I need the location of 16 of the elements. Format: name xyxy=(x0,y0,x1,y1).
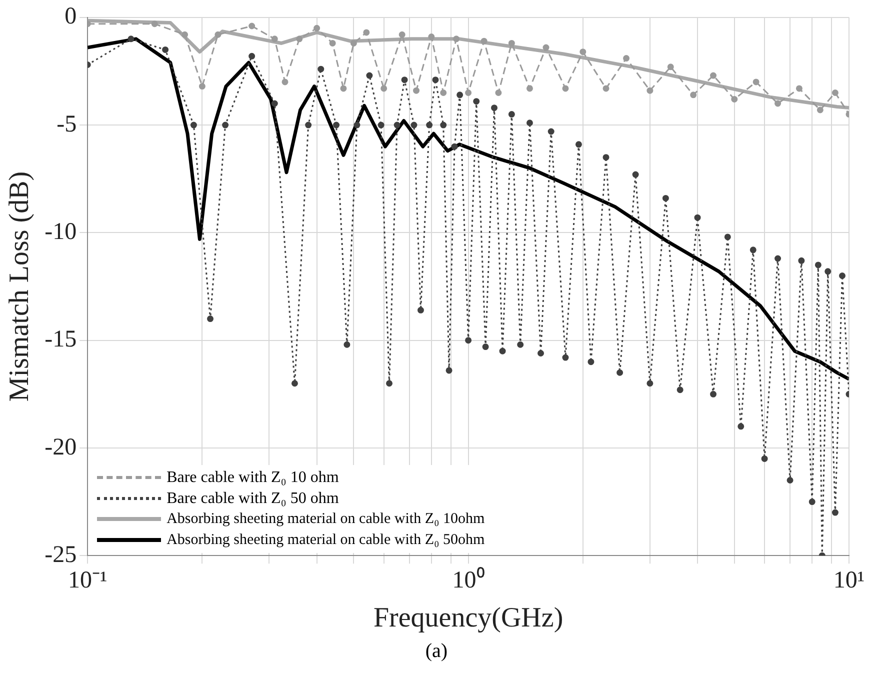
legend-label: Absorbing sheeting material on cable with Z₀ 50ohm xyxy=(166,530,485,550)
y-tick-label: -15 xyxy=(44,326,77,353)
legend-label: Bare cable with Z₀ 10 ohm xyxy=(166,468,339,488)
y-tick-label: -10 xyxy=(44,218,77,245)
x-axis-title: Frequency(GHz) xyxy=(373,602,564,634)
y-tick-label: -20 xyxy=(44,434,77,460)
text: (a) xyxy=(424,640,449,663)
y-tick-label: -5 xyxy=(56,111,77,138)
x-tick-label: 10⁻¹ xyxy=(68,567,108,594)
x-tick-label: 10⁰ xyxy=(452,566,484,594)
y-tick-label: -25 xyxy=(44,542,77,568)
y-axis-title: Mismatch Loss (dB) xyxy=(4,171,36,402)
x-tick-label: 10¹ xyxy=(833,567,865,594)
legend-label: Absorbing sheeting material on cable with Z₀ 10ohm xyxy=(166,510,485,529)
legend-label: Bare cable with Z₀ 50 ohm xyxy=(166,488,339,509)
y-tick-label: 0 xyxy=(64,4,77,30)
